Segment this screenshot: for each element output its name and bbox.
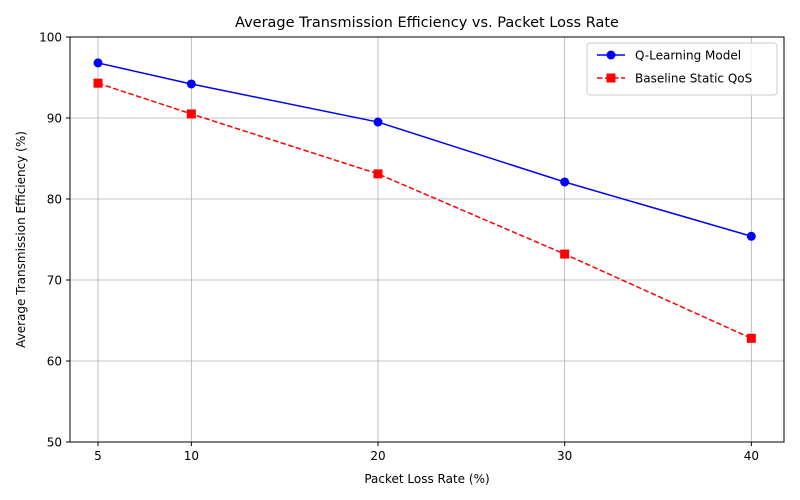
series-q-learning bbox=[93, 58, 756, 241]
series-baseline bbox=[93, 78, 756, 343]
data-point bbox=[373, 117, 383, 127]
legend-marker bbox=[606, 50, 616, 60]
x-tick-label: 5 bbox=[94, 449, 102, 463]
legend-label: Baseline Static QoS bbox=[635, 72, 752, 86]
legend: Q-Learning Model Baseline Static QoS bbox=[586, 42, 778, 96]
plot-series bbox=[93, 58, 756, 343]
x-tick-label: 40 bbox=[744, 449, 759, 463]
plot-area-frame bbox=[69, 36, 785, 443]
data-point bbox=[93, 58, 103, 68]
data-point bbox=[746, 231, 756, 241]
x-axis-label: Packet Loss Rate (%) bbox=[364, 472, 489, 486]
data-point bbox=[560, 249, 570, 259]
y-tick-label: 90 bbox=[47, 112, 62, 126]
y-tick-label: 80 bbox=[47, 193, 62, 207]
y-tick-label: 60 bbox=[47, 355, 62, 369]
legend-label: Q-Learning Model bbox=[635, 49, 741, 63]
legend-box bbox=[586, 42, 778, 96]
data-point bbox=[746, 333, 756, 343]
axis-ticks: 5 10 20 30 40 50 60 70 80 90 100 bbox=[39, 31, 759, 464]
x-tick-label: 30 bbox=[557, 449, 572, 463]
y-tick-label: 70 bbox=[47, 274, 62, 288]
series-line bbox=[97, 82, 752, 340]
data-point bbox=[560, 177, 570, 187]
legend-marker bbox=[606, 73, 616, 83]
y-tick-label: 50 bbox=[47, 436, 62, 450]
y-axis-label: Average Transmission Efficiency (%) bbox=[14, 131, 28, 348]
data-point bbox=[93, 78, 103, 88]
data-point bbox=[186, 79, 196, 89]
x-tick-label: 20 bbox=[370, 449, 385, 463]
data-point bbox=[373, 169, 383, 179]
x-tick-label: 10 bbox=[184, 449, 199, 463]
chart-title: Average Transmission Efficiency vs. Pack… bbox=[235, 15, 619, 31]
data-point bbox=[186, 109, 196, 119]
y-tick-label: 100 bbox=[39, 31, 62, 45]
